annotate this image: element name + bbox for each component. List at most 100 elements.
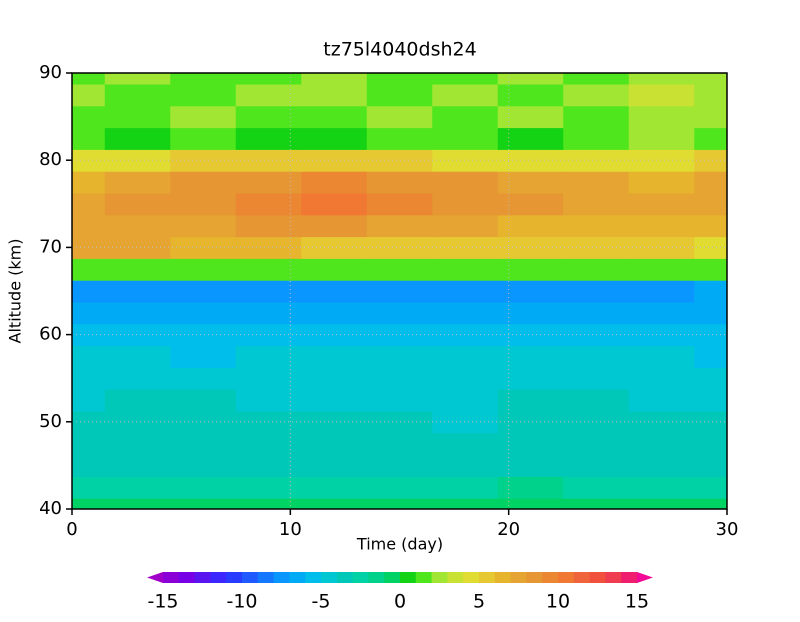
colorbar-box <box>400 572 417 583</box>
field-cell <box>301 127 368 150</box>
field-cell <box>497 432 564 456</box>
field-cell <box>563 280 630 303</box>
field-cell <box>628 214 695 238</box>
field-cell <box>432 367 499 390</box>
field-cell <box>628 236 695 259</box>
field-cell <box>72 432 106 456</box>
field-cell <box>563 345 630 368</box>
field-cell <box>497 105 564 129</box>
field-cell <box>432 83 499 107</box>
field-cell <box>72 83 106 107</box>
field-cell <box>235 83 302 107</box>
y-tick-label: 80 <box>39 149 62 170</box>
field-cell <box>104 236 171 259</box>
field-cell <box>72 280 106 303</box>
field-cell <box>497 214 564 238</box>
field-cell <box>432 127 499 150</box>
field-cell <box>497 345 564 368</box>
field-cell <box>694 345 727 368</box>
plot-frame <box>71 72 728 510</box>
field-cell <box>170 323 237 347</box>
field-cell <box>72 214 106 238</box>
field-cell <box>694 476 727 499</box>
field-cell <box>366 214 433 238</box>
field-cell <box>694 454 727 477</box>
field-cell <box>694 323 727 347</box>
field-cell <box>170 498 237 509</box>
field-cell <box>235 105 302 129</box>
field-cell <box>170 171 237 194</box>
field-cell <box>366 367 433 390</box>
colorbar-tick-label: 0 <box>394 591 406 613</box>
field-cell <box>497 323 564 347</box>
colorbar-box <box>210 572 227 583</box>
field-cell <box>301 389 368 412</box>
field-cell <box>170 105 237 129</box>
field-cell <box>694 280 727 303</box>
field-cell <box>301 236 368 259</box>
field-cell <box>104 83 171 107</box>
field-cell <box>104 73 171 85</box>
field-cell <box>497 258 564 281</box>
field-cell <box>366 127 433 150</box>
field-cell <box>170 280 237 303</box>
field-cell <box>694 73 727 85</box>
field-cell <box>170 192 237 216</box>
field-cell <box>563 454 630 477</box>
field-cell <box>432 258 499 281</box>
field-cell <box>366 73 433 85</box>
field-cell <box>235 214 302 238</box>
field-cell <box>104 454 171 477</box>
colorbar-box <box>321 572 338 583</box>
field-cell <box>563 367 630 390</box>
field-cell <box>235 280 302 303</box>
field-cell <box>432 73 499 85</box>
field-cell <box>72 127 106 150</box>
field-cell <box>366 323 433 347</box>
colorbar-tick-label: -15 <box>147 591 178 613</box>
field-cell <box>301 410 368 434</box>
field-cell <box>563 214 630 238</box>
field-cell <box>235 258 302 281</box>
field-cell <box>235 301 302 325</box>
field-cell <box>628 73 695 85</box>
field-cell <box>301 83 368 107</box>
colorbar-box <box>494 572 512 583</box>
field-cell <box>563 258 630 281</box>
field-cell <box>170 389 237 412</box>
field-cell <box>694 389 727 412</box>
field-cell <box>301 323 368 347</box>
field-cell <box>628 280 695 303</box>
field-cell <box>628 83 695 107</box>
colorbar-box <box>368 572 385 583</box>
field-cell <box>301 301 368 325</box>
field-cell <box>366 345 433 368</box>
field-cell <box>563 498 630 509</box>
field-cell <box>628 105 695 129</box>
field-cell <box>497 127 564 150</box>
field-cell <box>628 498 695 509</box>
colorbar-box <box>257 572 275 583</box>
field-cell <box>72 192 106 216</box>
field-cell <box>301 171 368 194</box>
field-cell <box>72 454 106 477</box>
colorbar-box <box>573 572 591 583</box>
field-cell <box>432 432 499 456</box>
colorbar-tick-label: 10 <box>546 591 570 613</box>
field-cell <box>432 105 499 129</box>
field-cell <box>497 171 564 194</box>
colorbar-box <box>621 572 638 583</box>
field-cell <box>366 280 433 303</box>
field-cell <box>497 410 564 434</box>
field-cell <box>628 476 695 499</box>
field-cell <box>563 127 630 150</box>
field-cell <box>628 454 695 477</box>
field-cell <box>235 432 302 456</box>
field-cell <box>104 498 171 509</box>
field-cell <box>432 280 499 303</box>
colorbar-box <box>273 572 290 583</box>
field-cell <box>301 367 368 390</box>
field-cell <box>628 171 695 194</box>
field-cell <box>72 389 106 412</box>
field-cell <box>72 171 106 194</box>
